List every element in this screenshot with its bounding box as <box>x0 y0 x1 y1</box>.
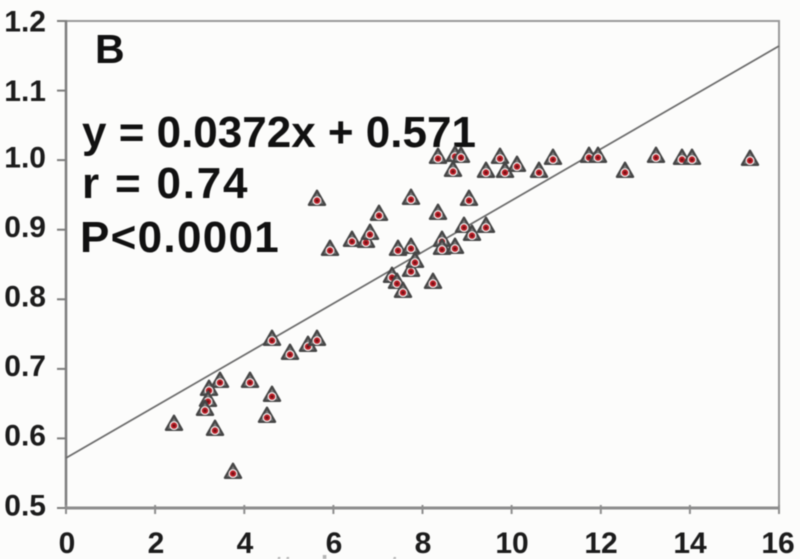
svg-text:y = 0.0372x + 0.571: y = 0.0372x + 0.571 <box>82 108 476 157</box>
svg-text:0: 0 <box>59 527 76 559</box>
svg-text:0.9: 0.9 <box>4 211 46 244</box>
svg-text:14: 14 <box>673 527 707 559</box>
svg-text:16: 16 <box>761 527 794 559</box>
svg-text:1.1: 1.1 <box>4 75 46 108</box>
svg-text:0.7: 0.7 <box>4 350 46 383</box>
svg-text:8: 8 <box>415 527 432 559</box>
svg-text:1.0: 1.0 <box>4 142 46 175</box>
svg-text:0.8: 0.8 <box>4 281 46 314</box>
svg-text:6: 6 <box>326 527 343 559</box>
svg-text:P<0.0001: P<0.0001 <box>80 213 280 262</box>
svg-text:0.6: 0.6 <box>4 420 46 453</box>
svg-text:2: 2 <box>148 527 165 559</box>
svg-text:attachment score: attachment score <box>260 550 475 559</box>
svg-text:B: B <box>95 26 125 72</box>
svg-text:4: 4 <box>237 527 254 559</box>
svg-text:r = 0.74: r = 0.74 <box>82 159 249 208</box>
svg-text:1.2: 1.2 <box>4 6 46 39</box>
svg-text:0.5: 0.5 <box>4 490 46 523</box>
svg-text:10: 10 <box>495 527 528 559</box>
svg-text:12: 12 <box>584 527 617 559</box>
